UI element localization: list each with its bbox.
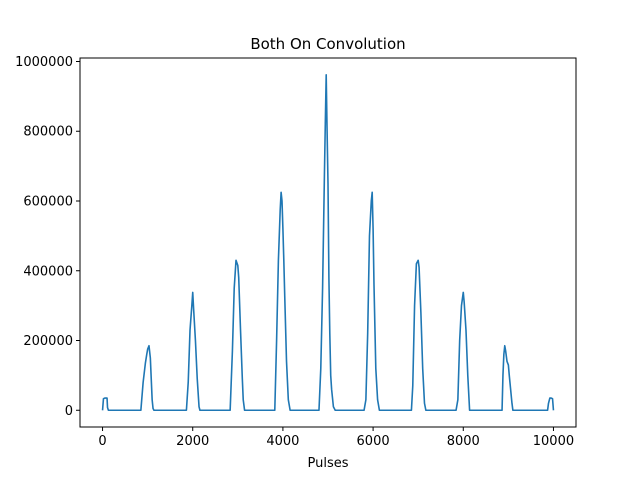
x-axis: 0 2000 4000 6000 8000 10000 (98, 427, 574, 449)
x-tick-label: 2000 (176, 434, 209, 449)
x-tick-label: 0 (98, 434, 106, 449)
y-tick-label: 800000 (23, 125, 73, 140)
x-tick-label: 10000 (533, 434, 574, 449)
chart-title: Both On Convolution (250, 35, 405, 53)
x-tick-label: 4000 (266, 434, 299, 449)
x-axis-label: Pulses (307, 456, 348, 471)
y-axis: 0 200000 400000 600000 800000 1000000 (15, 55, 80, 419)
plot-frame (79, 57, 577, 428)
x-tick-label: 8000 (447, 434, 480, 449)
x-tick-label: 6000 (357, 434, 390, 449)
y-tick-label: 200000 (23, 334, 73, 349)
y-tick-label: 0 (65, 404, 73, 419)
series-line (101, 73, 555, 412)
y-tick-label: 400000 (23, 264, 73, 279)
y-tick-label: 1000000 (15, 55, 73, 70)
y-tick-label: 600000 (23, 194, 73, 209)
